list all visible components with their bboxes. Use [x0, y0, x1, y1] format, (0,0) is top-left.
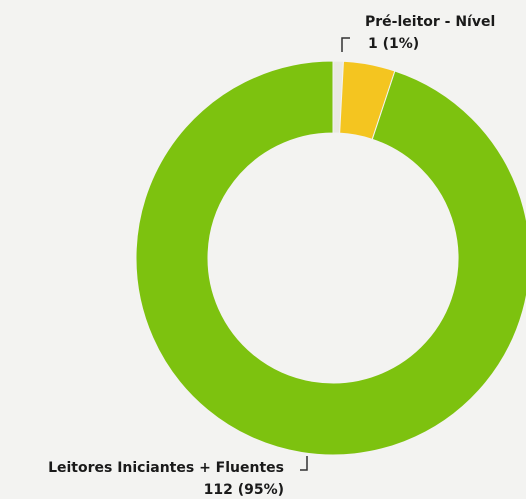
value-label: 1 (1%) — [368, 36, 419, 52]
slice-label: Leitores Iniciantes + Fluentes — [48, 460, 284, 476]
donut-slice — [135, 60, 526, 456]
leader-line — [300, 456, 308, 471]
leader-line — [341, 37, 350, 52]
value-label: 112 (95%) — [204, 482, 284, 498]
slice-label: Pré-leitor - Nível — [365, 14, 495, 30]
